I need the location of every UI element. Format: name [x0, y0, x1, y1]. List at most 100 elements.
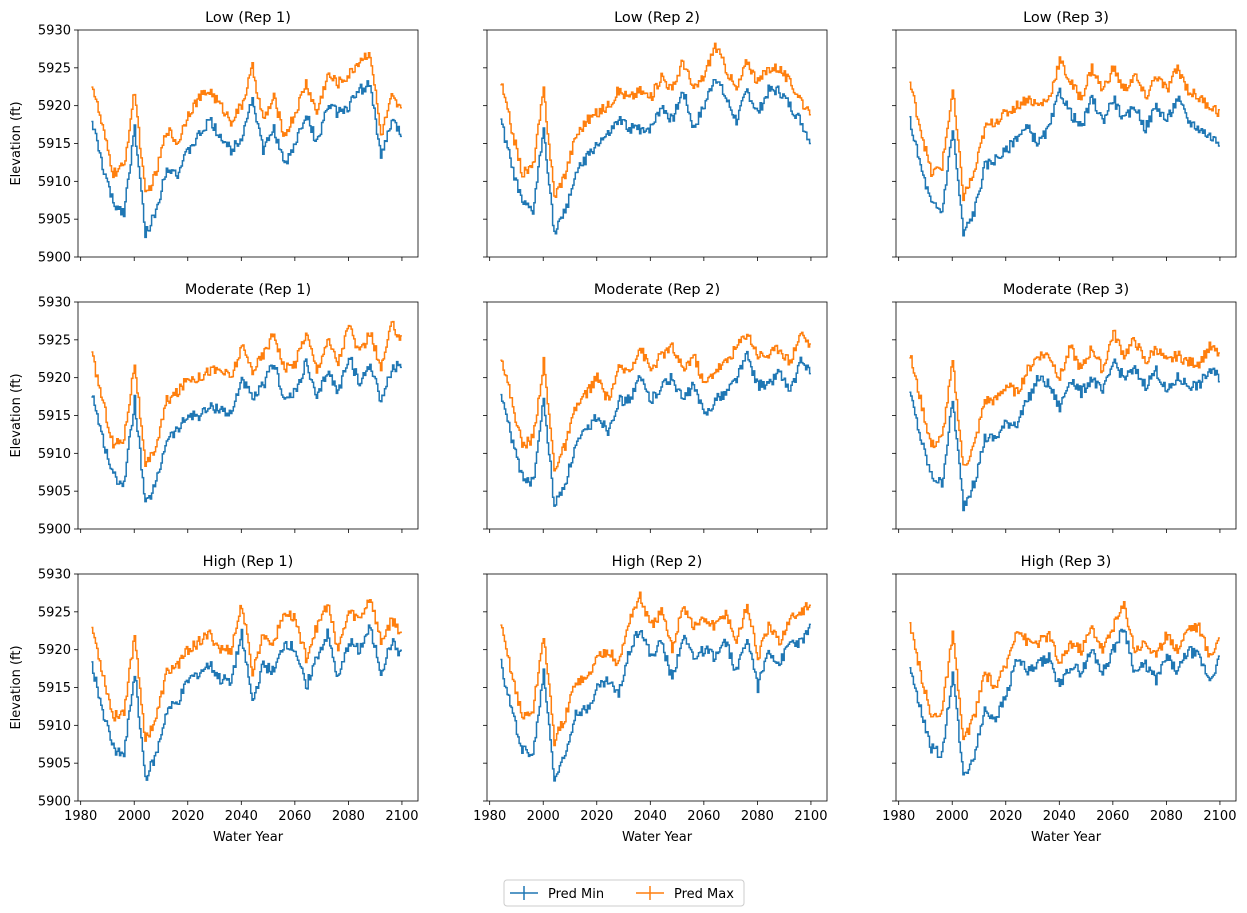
legend-label-pred-max: Pred Max — [674, 887, 734, 902]
y-tick-label: 5910 — [38, 175, 71, 190]
subplot-title: Moderate (Rep 1) — [185, 282, 311, 298]
y-tick-label: 5925 — [38, 333, 71, 348]
y-tick-label: 5900 — [38, 523, 71, 538]
y-tick-label: 5930 — [38, 296, 71, 311]
series-line-pred-max — [909, 56, 1220, 202]
y-tick-label: 5930 — [38, 568, 71, 583]
plot-frame — [486, 29, 828, 258]
plot-frame — [77, 573, 419, 802]
subplot-9: High (Rep 3) 1980 2000 2020 2040 2060 2080 2100… — [882, 554, 1236, 845]
y-axis-label: Elevation (ft) — [9, 645, 24, 729]
plot-frame — [895, 573, 1237, 802]
x-tick-label: 2080 — [741, 809, 774, 824]
y-tick-label: 5910 — [38, 447, 71, 462]
y-tick-label: 5915 — [38, 137, 71, 152]
series-line-pred-max — [91, 598, 402, 742]
subplot-2: Low (Rep 2) — [483, 10, 828, 261]
series-line-pred-max — [500, 331, 811, 472]
y-axis-label: Elevation (ft) — [9, 373, 24, 457]
subplot-title: High (Rep 3) — [1021, 554, 1112, 570]
legend-entry-pred-max: Pred Max — [636, 886, 734, 902]
y-tick-label: 5905 — [38, 757, 71, 772]
series-line-pred-max — [909, 329, 1220, 466]
y-tick-label: 5905 — [38, 485, 71, 500]
subplot-5: Moderate (Rep 2) — [483, 282, 828, 533]
subplot-title: High (Rep 2) — [612, 554, 703, 570]
x-axis-label: Water Year — [622, 830, 693, 845]
series-line-pred-max — [91, 320, 402, 468]
series-line-pred-min — [500, 78, 811, 235]
x-axis-label: Water Year — [1031, 830, 1102, 845]
x-tick-label: 2060 — [1096, 809, 1129, 824]
subplot-title: Low (Rep 1) — [205, 10, 291, 26]
y-tick-label: 5925 — [38, 61, 71, 76]
y-tick-label: 5910 — [38, 719, 71, 734]
subplot-8: High (Rep 2) 1980 2000 2020 2040 2060 2080 2100… — [473, 554, 827, 845]
series-line-pred-max — [909, 600, 1220, 741]
y-axis-label: Elevation (ft) — [9, 101, 24, 185]
x-axis-label: Water Year — [213, 830, 284, 845]
plot-frame — [486, 573, 828, 802]
subplot-6: Moderate (Rep 3) — [892, 282, 1237, 533]
subplot-title: Low (Rep 3) — [1023, 10, 1109, 26]
legend-label-pred-min: Pred Min — [548, 887, 604, 902]
x-tick-label: 2020 — [989, 809, 1022, 824]
subplot-4: Moderate (Rep 1) 5900 5905 5910 5915 5920 5925… — [9, 282, 419, 538]
x-tick-label: 2080 — [332, 809, 365, 824]
x-tick-label: 2100 — [385, 809, 418, 824]
subplot-7: High (Rep 1) 5900 5905 5910 5915 5920 5925 5930… — [9, 554, 418, 845]
y-tick-label: 5920 — [38, 99, 71, 114]
x-tick-label: 1980 — [882, 809, 915, 824]
series-line-pred-max — [500, 591, 811, 747]
x-tick-label: 2000 — [118, 809, 151, 824]
series-line-pred-min — [91, 356, 402, 503]
subplot-title: High (Rep 1) — [203, 554, 294, 570]
plot-frame — [895, 301, 1237, 530]
y-tick-label: 5900 — [38, 795, 71, 810]
y-tick-label: 5920 — [38, 643, 71, 658]
x-tick-label: 2060 — [278, 809, 311, 824]
series-line-pred-min — [91, 80, 402, 239]
x-tick-label: 2000 — [936, 809, 969, 824]
series-line-pred-min — [909, 87, 1220, 237]
series-line-pred-min — [500, 350, 811, 507]
x-tick-label: 2100 — [794, 809, 827, 824]
subplot-grid: Low (Rep 1) 5900 5905 5910 5915 5920 5925 5930 E… — [9, 10, 1236, 845]
y-tick-label: 5905 — [38, 213, 71, 228]
plot-frame — [486, 301, 828, 530]
x-tick-label: 1980 — [64, 809, 97, 824]
x-tick-label: 2040 — [225, 809, 258, 824]
plot-frame — [77, 301, 419, 530]
subplot-title: Moderate (Rep 2) — [594, 282, 720, 298]
y-tick-label: 5915 — [38, 409, 71, 424]
x-tick-label: 2040 — [1043, 809, 1076, 824]
subplot-3: Low (Rep 3) — [892, 10, 1237, 261]
legend-entry-pred-min: Pred Min — [510, 886, 604, 902]
plot-frame — [77, 29, 419, 258]
y-tick-label: 5925 — [38, 605, 71, 620]
plot-frame — [895, 29, 1237, 258]
series-line-pred-min — [500, 623, 811, 782]
y-tick-label: 5930 — [38, 24, 71, 39]
x-tick-label: 2100 — [1203, 809, 1236, 824]
x-tick-label: 2080 — [1150, 809, 1183, 824]
x-tick-label: 2020 — [580, 809, 613, 824]
legend: Pred Min Pred Max — [503, 879, 745, 907]
y-tick-label: 5920 — [38, 371, 71, 386]
series-line-pred-min — [909, 358, 1220, 512]
subplot-1: Low (Rep 1) 5900 5905 5910 5915 5920 5925 5930 E… — [9, 10, 419, 266]
subplot-title: Low (Rep 2) — [614, 10, 700, 26]
x-tick-label: 2060 — [687, 809, 720, 824]
subplot-title: Moderate (Rep 3) — [1003, 282, 1129, 298]
series-line-pred-min — [909, 628, 1220, 776]
x-tick-label: 1980 — [473, 809, 506, 824]
series-line-pred-min — [91, 624, 402, 781]
y-tick-label: 5915 — [38, 681, 71, 696]
x-tick-label: 2000 — [527, 809, 560, 824]
x-tick-label: 2020 — [171, 809, 204, 824]
y-tick-label: 5900 — [38, 251, 71, 266]
legend-frame — [503, 879, 745, 907]
series-line-pred-max — [91, 51, 402, 193]
